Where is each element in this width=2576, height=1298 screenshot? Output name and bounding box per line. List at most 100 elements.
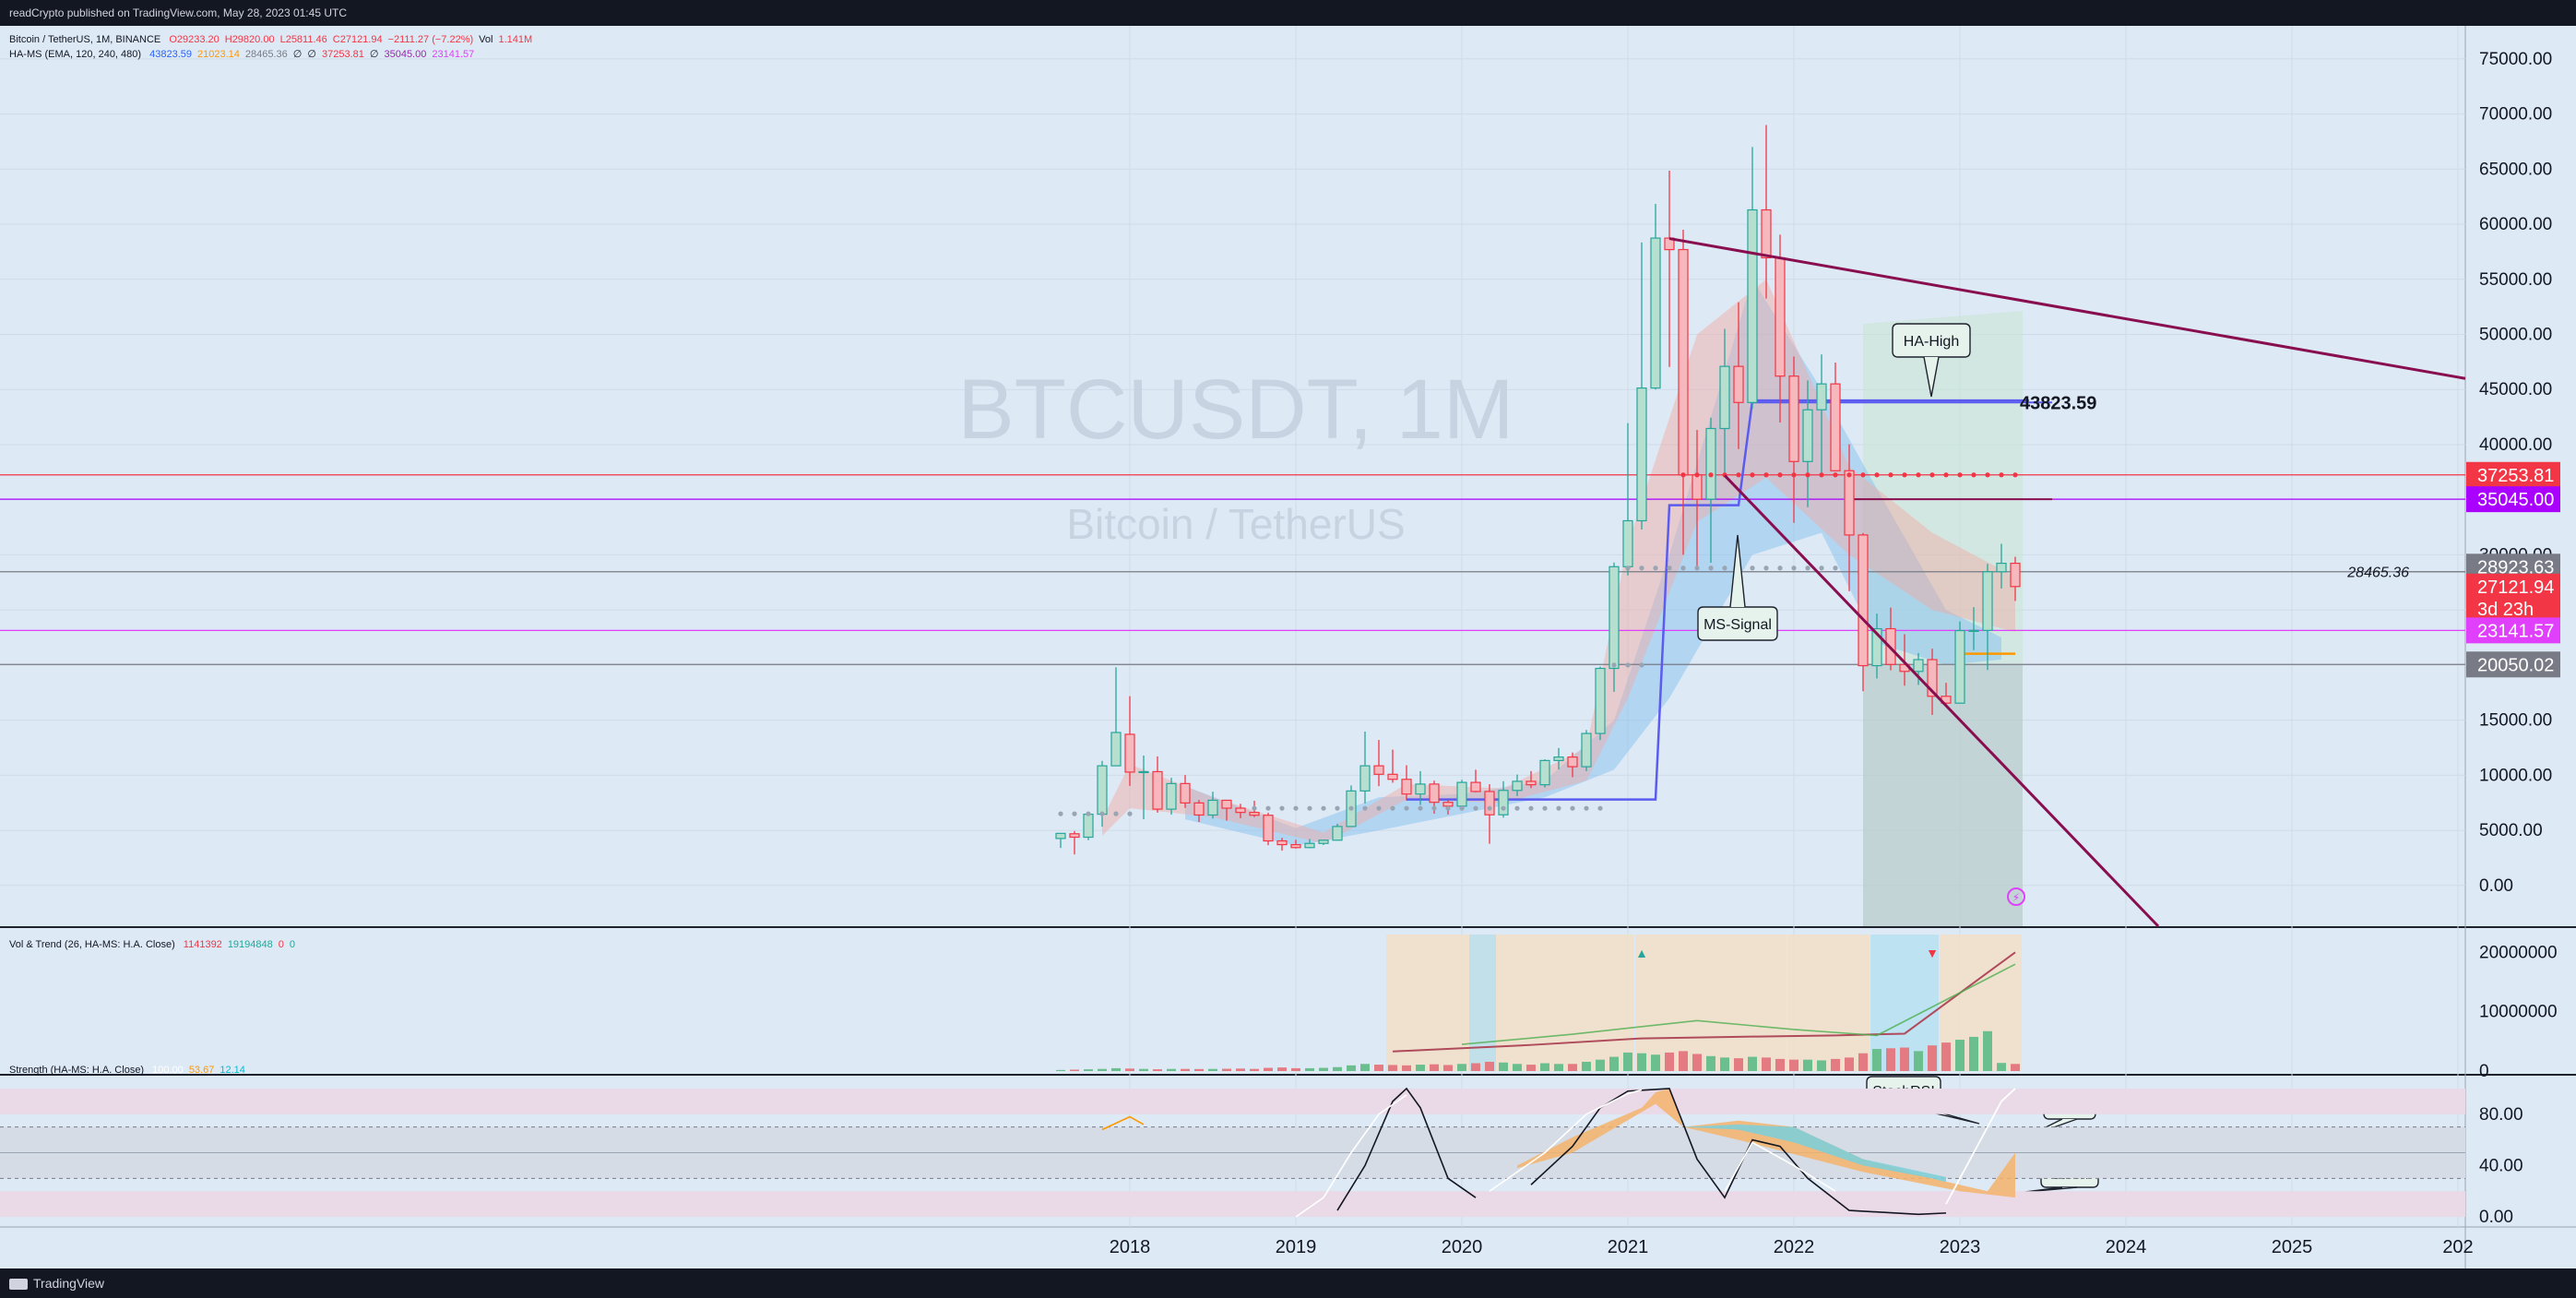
- candle-body: [1678, 248, 1689, 476]
- candle-body: [1304, 842, 1315, 849]
- price-axis-tick: 15000.00: [2479, 711, 2552, 731]
- support-dot: [1570, 805, 1575, 811]
- price-label-text: 23141.57: [2477, 621, 2554, 641]
- legend-value: L25811.46: [280, 34, 327, 45]
- volume-bar: [1997, 1063, 2006, 1071]
- candle-body: [1429, 783, 1440, 804]
- volume-bar: [1098, 1068, 1107, 1071]
- tradingview-footer: TradingView: [0, 1268, 2576, 1298]
- support-dot: [1487, 805, 1492, 811]
- volume-bar: [1443, 1065, 1453, 1071]
- ema-cloud-red: [1102, 279, 2015, 844]
- candle-body: [1733, 365, 1744, 403]
- ha-high-value: 43823.59: [2020, 393, 2096, 413]
- candle-body: [1567, 756, 1578, 768]
- volume-bar: [1789, 1059, 1798, 1071]
- resistance-dot: [1833, 472, 1838, 478]
- trend-zone: [1787, 935, 1870, 1071]
- volume-bar: [1872, 1049, 1882, 1071]
- volume-axis-tick: 10000000: [2479, 1003, 2558, 1022]
- volume-bar: [1236, 1068, 1245, 1071]
- resistance-dot: [1763, 472, 1769, 478]
- candle-body: [1525, 780, 1537, 786]
- support-dot: [1279, 805, 1285, 811]
- legend-value: 53.67: [189, 1065, 215, 1076]
- volume-bar: [1596, 1059, 1605, 1071]
- candle-body: [1622, 519, 1633, 567]
- right-level-label: 28465.36: [2346, 566, 2409, 581]
- candle-body: [1249, 812, 1260, 816]
- support-dot: [1321, 805, 1326, 811]
- time-axis[interactable]: 2018 2019 2020 2021 2022 2023 2024 2025 202: [1110, 1237, 2474, 1257]
- up-arrow-icon: ▲: [1635, 946, 1648, 960]
- resistance-dot: [1916, 472, 1921, 478]
- price-axis-tick: 55000.00: [2479, 270, 2552, 290]
- legend-symbol-name: Bitcoin / TetherUS, 1M, BINANCE: [9, 34, 160, 45]
- support-dot: [1611, 662, 1617, 668]
- legend-value: ∅: [307, 49, 316, 60]
- support-dot: [1777, 566, 1783, 571]
- resistance-dot: [1874, 472, 1880, 478]
- candle-body: [1871, 627, 1882, 667]
- tradingview-logo[interactable]: TradingView: [0, 1268, 104, 1298]
- overbought-band: [0, 1088, 2465, 1114]
- legend-value: Vol: [479, 34, 493, 45]
- volume-bar: [1928, 1045, 1937, 1071]
- support-dot: [1667, 566, 1672, 571]
- resistance-dot: [2012, 472, 2018, 478]
- volume-bar: [1748, 1056, 1757, 1071]
- candle-body: [1138, 770, 1149, 774]
- volume-bar: [1222, 1068, 1231, 1071]
- volume-bar: [2011, 1064, 2020, 1071]
- support-dot: [1127, 811, 1133, 816]
- candle-body: [1858, 534, 1869, 667]
- volume-bar: [1941, 1042, 1951, 1071]
- candle-body: [1415, 783, 1426, 795]
- volume-bar: [1720, 1057, 1729, 1071]
- candle-body: [1802, 409, 1813, 462]
- symbol-watermark: BTCUSDT, 1M: [957, 363, 1514, 457]
- candle-body: [1650, 237, 1661, 389]
- volume-bar: [1526, 1065, 1536, 1071]
- volume-bar: [1485, 1061, 1494, 1071]
- price-label-text: 35045.00: [2477, 490, 2554, 510]
- legend-value: 0: [290, 939, 295, 950]
- ha-high-callout: HA-High: [1904, 334, 1959, 350]
- highlight-zone-layer: [1863, 311, 2023, 926]
- support-dot: [1639, 662, 1644, 668]
- candle-body: [2010, 562, 2021, 588]
- support-dot: [1376, 805, 1382, 811]
- candle-body: [1788, 375, 1799, 462]
- time-axis-background: [0, 1227, 2576, 1268]
- support-dot: [1528, 805, 1534, 811]
- volume-bar: [1582, 1061, 1591, 1071]
- volume-bar: [1125, 1068, 1134, 1071]
- horizontal-levels-layer: [0, 401, 2465, 665]
- volume-bar: [1651, 1054, 1660, 1071]
- volume-bar: [1291, 1067, 1300, 1071]
- price-axis-tick: 0.00: [2479, 876, 2513, 896]
- candle-body: [1235, 807, 1246, 814]
- candle-body: [1456, 781, 1467, 807]
- volume-bar: [1457, 1064, 1466, 1071]
- support-dot: [1625, 566, 1631, 571]
- stochrsi-line: [1295, 1094, 1407, 1218]
- candle-body: [1595, 667, 1606, 734]
- volume-pane-name: Vol & Trend (26, HA-MS: H.A. Close): [9, 939, 175, 950]
- volume-bar: [1554, 1064, 1563, 1071]
- trendlines-layer[interactable]: [1668, 237, 2466, 928]
- support-dot: [1501, 805, 1506, 811]
- volume-bar: [1609, 1056, 1619, 1071]
- resistance-dot: [1777, 472, 1783, 478]
- support-dot: [1058, 811, 1063, 816]
- candle-body: [1498, 790, 1509, 816]
- volume-trend-line: [1392, 951, 2016, 1053]
- candle-body: [1069, 833, 1080, 839]
- resistance-dot: [1860, 472, 1866, 478]
- volume-bar: [1167, 1068, 1176, 1071]
- support-dot: [1763, 566, 1769, 571]
- legend-value: O29233.20: [169, 34, 219, 45]
- candle-body: [1442, 802, 1454, 807]
- price-chart[interactable]: BTCUSDT, 1M Bitcoin / TetherUS HA-High 43…: [0, 26, 2576, 1268]
- support-dot: [1459, 805, 1465, 811]
